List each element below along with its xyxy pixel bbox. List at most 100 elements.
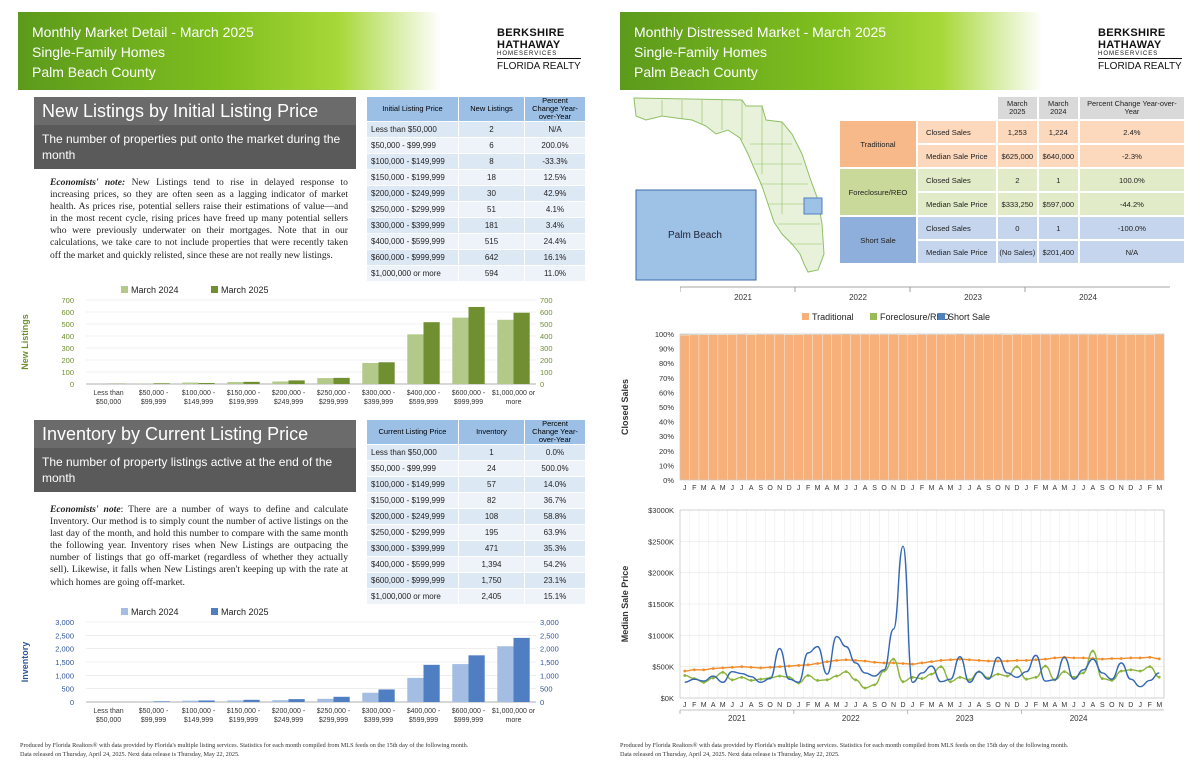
month-label: O — [1109, 485, 1115, 492]
series-point — [816, 679, 820, 682]
inventory-table: Current Listing Price Inventory Percent Ch… — [366, 419, 586, 605]
y-tick-right: 600 — [540, 308, 553, 317]
table-header: Percent Change Year-over-Year — [524, 96, 586, 122]
month-label: M — [1061, 702, 1067, 709]
right-banner-title: Monthly Distressed Market - March 2025 — [634, 24, 887, 40]
series-point — [692, 668, 696, 672]
year-label: 2022 — [849, 293, 867, 302]
area-segment — [755, 334, 766, 481]
area-segment — [1116, 334, 1127, 481]
y-tick-right: 1,000 — [540, 671, 559, 680]
area-segment — [993, 334, 1003, 481]
area-segment — [879, 334, 889, 481]
bar — [182, 382, 199, 384]
series-point — [1110, 657, 1114, 660]
series-point — [1024, 659, 1028, 662]
series-point — [730, 665, 734, 669]
series-point — [987, 659, 990, 663]
table-cell: -33.3% — [524, 153, 586, 170]
y-tick-right: 500 — [540, 320, 553, 329]
y-tick-right: 500 — [540, 685, 553, 694]
table-row: $400,000 - $599,999 1,394 54.2% — [366, 556, 586, 573]
y-tick-left: 400 — [61, 332, 74, 341]
series-point — [730, 678, 734, 682]
month-label: D — [900, 702, 905, 709]
blank-header — [838, 95, 998, 121]
month-label: J — [1072, 702, 1076, 709]
y-tick-right: 2,500 — [540, 631, 559, 640]
table-cell: N/A — [1077, 239, 1187, 265]
y-tick-left: 0 — [70, 698, 74, 707]
table-cell: 1 — [1036, 167, 1080, 193]
logo-line2: HATHAWAY — [497, 39, 561, 51]
group-label: Foreclosure/REO — [838, 167, 918, 217]
month-label: J — [844, 702, 848, 709]
new-listings-subtitle: The number of properties put onto the ma… — [42, 132, 341, 162]
x-tick-label: $249,999 — [274, 717, 303, 724]
bar — [288, 699, 305, 702]
month-label: J — [1139, 702, 1143, 709]
month-label: M — [701, 485, 707, 492]
table-row: $1,000,000 or more 2,405 15.1% — [366, 588, 586, 605]
month-label: A — [825, 702, 830, 709]
table-cell: $200,000 - $249,999 — [366, 508, 459, 525]
area-segment — [898, 334, 908, 481]
series-point — [1091, 649, 1095, 653]
y-tick: $2000K — [648, 569, 674, 578]
month-label: A — [977, 485, 982, 492]
area-segment — [1002, 334, 1013, 481]
series-point — [949, 680, 952, 684]
table-row: Median Sale Price $333,250 $597,000 -44.2% — [839, 191, 1187, 217]
year-axis-top: 2021 2022 2023 2024 — [680, 286, 1170, 302]
area-segment — [907, 334, 918, 481]
y-tick-left: 2,500 — [55, 631, 74, 640]
month-label: M — [929, 485, 935, 492]
month-label: O — [767, 485, 773, 492]
month-label: J — [1072, 485, 1076, 492]
series-point — [740, 675, 744, 679]
x-tick-label: $600,000 - — [452, 708, 486, 715]
x-tick-label: $400,000 - — [407, 390, 441, 397]
area-segment — [1087, 334, 1098, 481]
month-label: J — [844, 485, 848, 492]
series-point — [1100, 677, 1104, 680]
month-label: M — [720, 702, 726, 709]
group-label: Short Sale — [838, 215, 918, 265]
month-label: A — [749, 702, 754, 709]
area-segment — [964, 334, 975, 481]
x-tick-label: $400,000 - — [407, 708, 441, 715]
table-cell: 30 — [458, 185, 525, 202]
x-tick-label: $1,000,000 or — [492, 390, 536, 397]
table-cell: Less than $50,000 — [366, 444, 459, 461]
x-tick-label: $399,999 — [364, 717, 393, 724]
table-row: $100,000 - $149,999 8 -33.3% — [366, 153, 586, 170]
logo-line4: FLORIDA REALTY — [1098, 61, 1182, 72]
x-tick-label: $50,000 — [96, 399, 121, 406]
logo-line1: BERKSHIRE — [1098, 27, 1166, 39]
series-point — [1119, 669, 1123, 673]
bar — [378, 362, 395, 384]
footer-line1: Produced by Florida Realtors® with data … — [20, 742, 469, 749]
bar — [182, 700, 199, 702]
y-axis-label: New Listings — [20, 314, 30, 370]
table-cell: 2 — [458, 121, 525, 138]
area-segment — [1021, 334, 1032, 481]
bar — [452, 664, 469, 702]
area-segment — [1059, 334, 1070, 481]
series-point — [1138, 656, 1142, 660]
legend-label: March 2024 — [131, 285, 179, 295]
month-label: N — [1119, 485, 1124, 492]
series-point — [863, 686, 867, 690]
x-tick-label: $99,999 — [141, 717, 166, 724]
table-row: $1,000,000 or more 594 11.0% — [366, 265, 586, 282]
month-label: J — [730, 702, 734, 709]
bar — [198, 700, 215, 702]
area-segment — [822, 334, 832, 481]
y-axis-label: Inventory — [20, 642, 30, 683]
series-point — [949, 658, 952, 662]
table-cell: -44.2% — [1077, 191, 1187, 217]
x-tick-label: more — [506, 399, 522, 406]
table-cell: 3.4% — [524, 217, 586, 234]
y-tick-left: 1,000 — [55, 671, 74, 680]
x-tick-label: $150,000 - — [227, 708, 261, 715]
